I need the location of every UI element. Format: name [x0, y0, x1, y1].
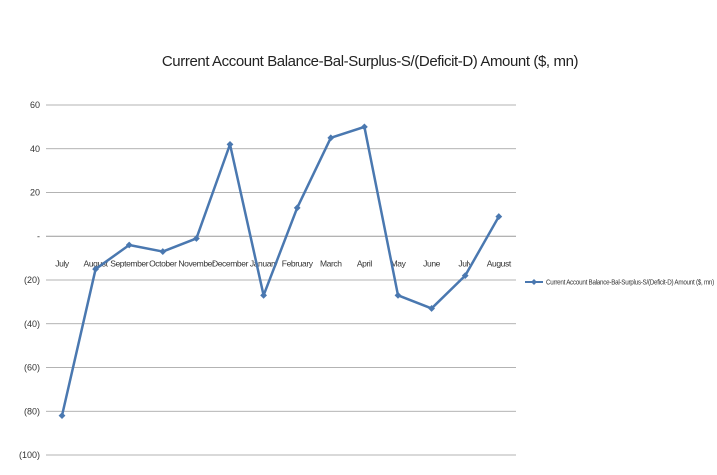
- x-tick-label: September: [110, 258, 149, 268]
- data-point: [260, 291, 267, 299]
- data-point: [361, 123, 368, 131]
- data-point: [125, 241, 133, 249]
- x-tick-label: August: [487, 258, 512, 268]
- data-point: [58, 412, 66, 420]
- x-tick-label: February: [282, 258, 314, 268]
- legend-label: Current Account Balance-Bal-Surplus-S/(D…: [546, 280, 714, 287]
- y-axis-ticks: 60 40 20 - (20) (40) (60) (80) (100): [19, 100, 40, 460]
- x-axis-ticks: July August September October NovemberDecemb…: [55, 258, 512, 268]
- y-tick-label: (60): [24, 363, 40, 373]
- x-tick-label: November: [178, 258, 215, 268]
- x-tick-label: June: [423, 258, 441, 268]
- data-point: [461, 272, 469, 280]
- y-tick-label: (80): [24, 406, 40, 416]
- data-point: [293, 204, 301, 212]
- y-tick-label: 40: [30, 144, 40, 154]
- data-point: [159, 248, 167, 255]
- data-point: [394, 291, 402, 299]
- data-point: [428, 305, 435, 312]
- x-tick-label: April: [357, 258, 373, 268]
- legend-swatch-marker: [531, 279, 537, 285]
- series: [58, 123, 503, 420]
- chart-title: Current Account Balance-Bal-Surplus-S/(D…: [162, 53, 579, 70]
- x-tick-label: May: [391, 258, 407, 268]
- y-tick-label: (100): [19, 450, 40, 460]
- x-tick-label: March: [320, 258, 342, 268]
- x-tick-label: December: [212, 258, 249, 268]
- data-point: [226, 140, 234, 148]
- x-tick-label: July: [458, 258, 473, 268]
- gridlines: [46, 104, 516, 456]
- y-tick-label: (20): [24, 275, 40, 285]
- x-tick-label: August: [84, 258, 109, 268]
- data-point: [495, 213, 503, 220]
- data-point: [193, 235, 200, 242]
- y-tick-label: 60: [30, 100, 40, 110]
- y-tick-label: 20: [30, 188, 40, 198]
- x-tick-label: January: [250, 258, 279, 268]
- data-point: [327, 134, 335, 142]
- y-tick-label: -: [37, 231, 40, 241]
- x-tick-label: July: [55, 258, 70, 268]
- legend: Current Account Balance-Bal-Surplus-S/(D…: [525, 279, 714, 287]
- series-line: [60, 125, 500, 416]
- data-point: [92, 265, 99, 273]
- y-tick-label: (40): [24, 319, 40, 329]
- x-tick-label: October: [149, 258, 177, 268]
